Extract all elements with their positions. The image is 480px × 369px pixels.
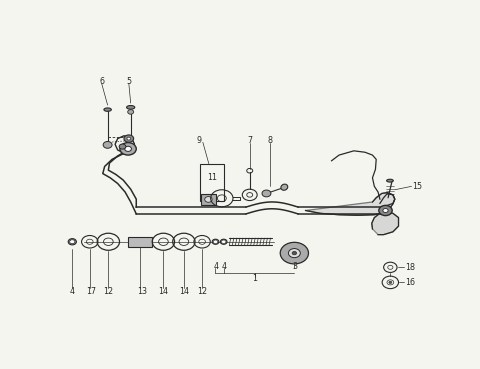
Text: 16: 16	[405, 278, 415, 287]
Text: 11: 11	[207, 173, 217, 182]
Ellipse shape	[104, 108, 111, 111]
Text: 3: 3	[293, 262, 298, 271]
Circle shape	[70, 240, 75, 244]
Ellipse shape	[127, 106, 135, 109]
Polygon shape	[372, 212, 398, 235]
Text: 14: 14	[179, 287, 189, 296]
Text: 7: 7	[247, 137, 252, 145]
Text: 14: 14	[158, 287, 168, 296]
Bar	[128, 237, 152, 247]
Text: 5: 5	[126, 77, 132, 86]
Text: 1: 1	[252, 274, 257, 283]
Text: 8: 8	[268, 137, 273, 145]
Circle shape	[292, 251, 297, 255]
Circle shape	[127, 137, 131, 140]
Text: 6: 6	[99, 77, 104, 86]
Circle shape	[125, 146, 132, 151]
Circle shape	[288, 249, 300, 258]
Circle shape	[103, 141, 112, 148]
Text: 17: 17	[86, 287, 96, 296]
Circle shape	[120, 142, 136, 155]
Circle shape	[262, 190, 271, 197]
Bar	[200, 163, 224, 200]
Circle shape	[221, 240, 226, 244]
Circle shape	[119, 144, 126, 149]
Ellipse shape	[68, 239, 76, 245]
Text: 4: 4	[222, 262, 227, 271]
Ellipse shape	[220, 239, 227, 244]
Text: 9: 9	[197, 137, 202, 145]
Ellipse shape	[386, 179, 393, 182]
Circle shape	[213, 240, 218, 244]
Circle shape	[128, 110, 133, 114]
Circle shape	[389, 281, 392, 283]
Text: 12: 12	[103, 287, 113, 296]
Bar	[201, 194, 216, 205]
Circle shape	[124, 135, 133, 142]
Text: 4: 4	[70, 287, 75, 296]
Ellipse shape	[212, 239, 219, 244]
Text: 18: 18	[405, 263, 415, 272]
Polygon shape	[305, 193, 395, 215]
Text: 12: 12	[197, 287, 207, 296]
Ellipse shape	[281, 184, 288, 190]
Text: 4: 4	[214, 262, 219, 271]
Text: 13: 13	[137, 287, 147, 296]
Text: 15: 15	[412, 182, 422, 191]
Circle shape	[379, 206, 392, 215]
Circle shape	[383, 208, 388, 213]
Circle shape	[280, 242, 309, 264]
Circle shape	[204, 197, 212, 202]
